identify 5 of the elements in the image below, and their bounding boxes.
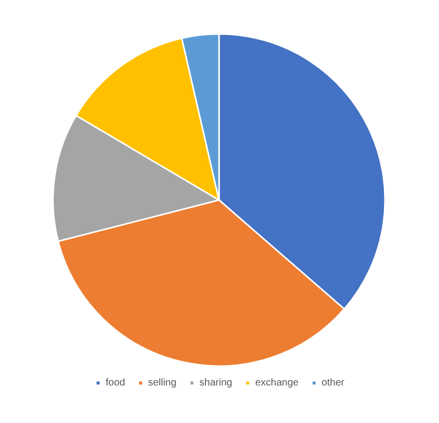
legend-label: exchange: [255, 378, 300, 388]
legend-label: sharing: [199, 378, 232, 388]
legend-label: selling: [148, 378, 176, 388]
legend-label: food: [106, 378, 126, 388]
legend-label: other: [322, 378, 346, 388]
